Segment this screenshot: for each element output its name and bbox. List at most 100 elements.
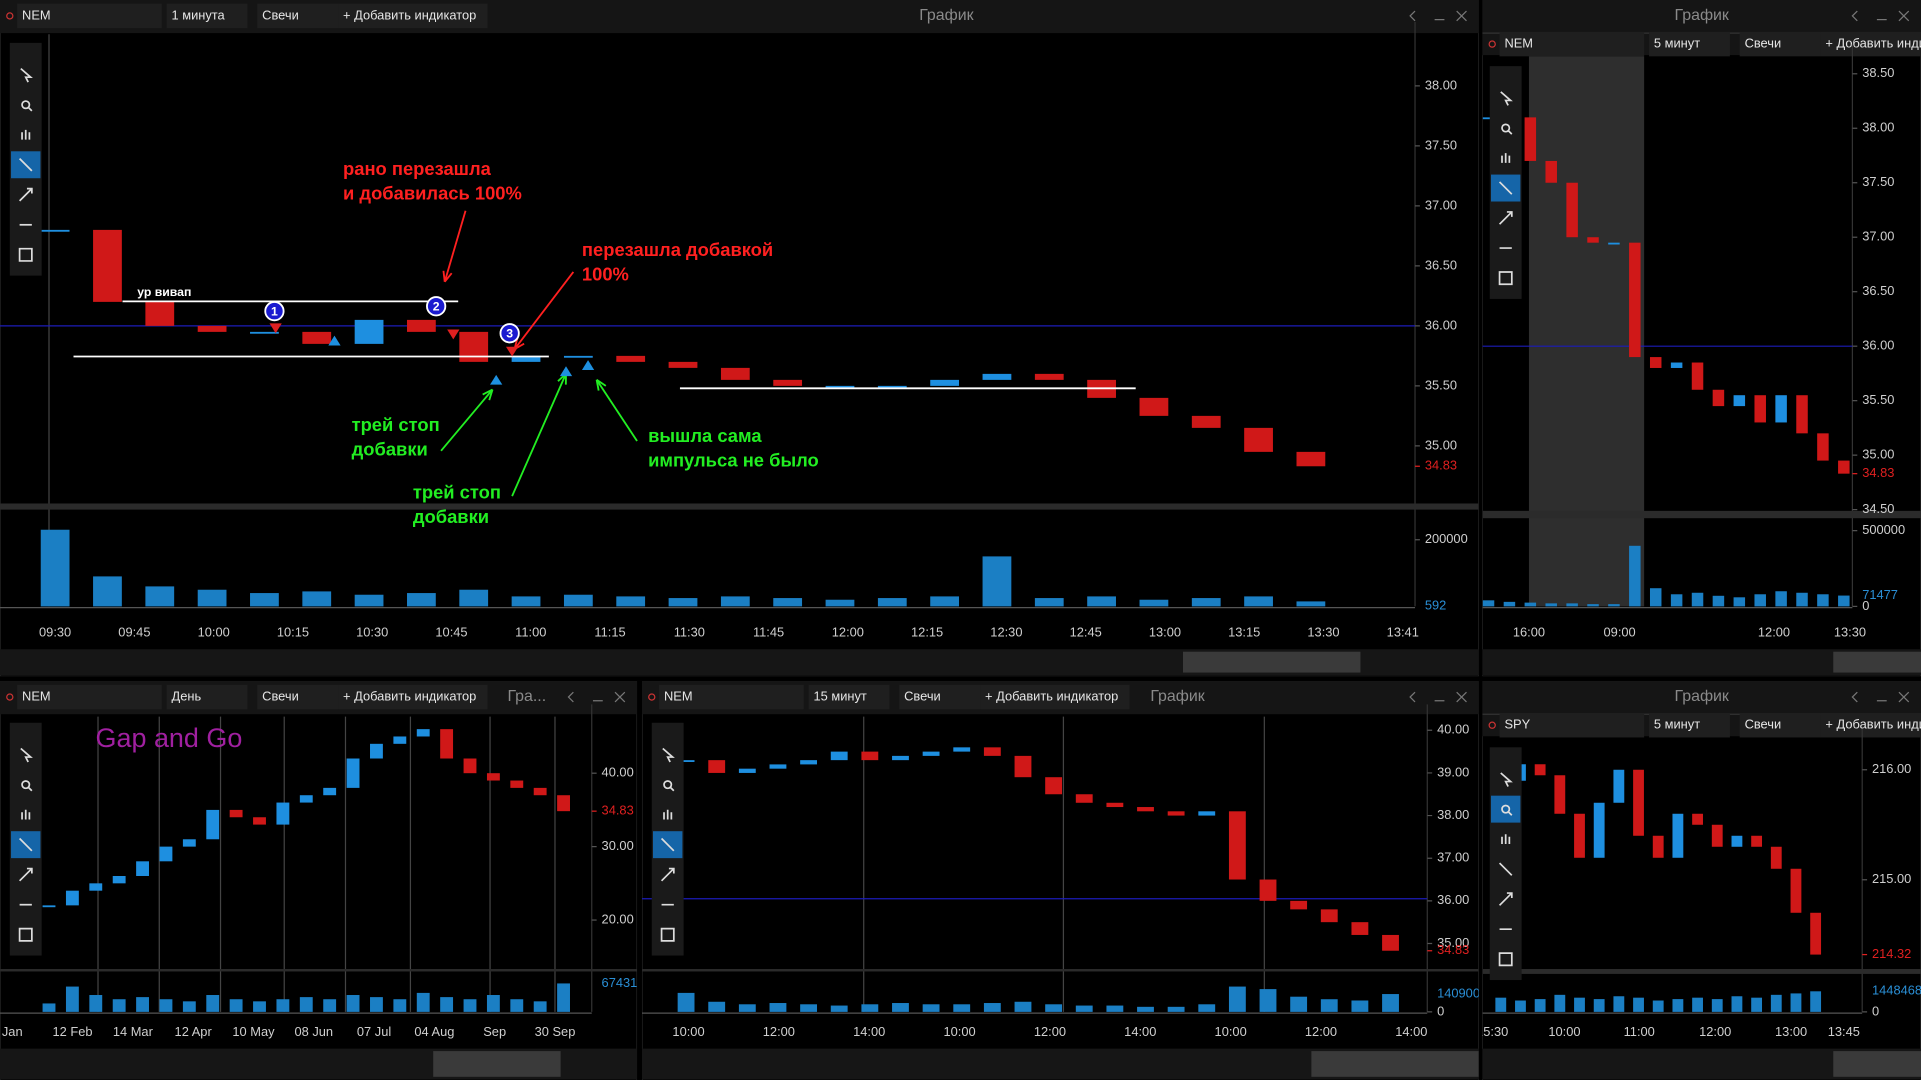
tool-icon[interactable]	[1498, 271, 1513, 286]
tool-active[interactable]	[1490, 795, 1521, 823]
candle	[89, 883, 103, 891]
tool-icon[interactable]	[18, 867, 33, 882]
tool-icon[interactable]	[1498, 181, 1513, 195]
annotation: импульса не было	[648, 450, 819, 471]
tool-icon[interactable]	[660, 867, 675, 882]
add-indicator[interactable]: + Добавить индикатор	[985, 688, 1118, 703]
panel-bg	[1482, 681, 1921, 1080]
timeframe[interactable]: 5 минут	[1654, 717, 1700, 732]
scroll-thumb[interactable]	[433, 1051, 561, 1077]
tool-icon[interactable]	[1498, 892, 1513, 906]
dropdown[interactable]	[1649, 712, 1730, 738]
volume-bar	[1167, 1006, 1185, 1012]
close-button[interactable]	[1456, 10, 1467, 22]
chart-type[interactable]: Свечи	[262, 688, 299, 703]
tool-icon[interactable]	[660, 837, 675, 852]
dropdown[interactable]	[808, 684, 890, 710]
chart-type[interactable]: Свечи	[904, 688, 941, 703]
candle	[616, 355, 646, 362]
tool-icon[interactable]	[18, 158, 33, 172]
chart-type[interactable]: Свечи	[1745, 717, 1782, 732]
dropdown[interactable]	[1820, 712, 1921, 738]
symbol[interactable]: NEM	[1504, 35, 1533, 50]
back-button[interactable]	[1851, 691, 1858, 703]
dropdown[interactable]	[1649, 31, 1730, 57]
chart-type[interactable]: Свечи	[262, 7, 299, 22]
chart-type[interactable]: Свечи	[1745, 35, 1782, 50]
tool-icon[interactable]	[1498, 952, 1513, 967]
tool-icon[interactable]	[660, 927, 675, 942]
close-button[interactable]	[1898, 10, 1910, 22]
scroll-thumb[interactable]	[1182, 651, 1361, 673]
dropdown[interactable]	[659, 684, 804, 710]
dropdown[interactable]	[166, 3, 248, 29]
close-button[interactable]	[1456, 691, 1467, 703]
dropdown[interactable]	[17, 3, 162, 29]
tool-icon[interactable]	[20, 67, 33, 83]
timeframe[interactable]: 15 минут	[813, 688, 866, 703]
dropdown[interactable]	[1499, 31, 1645, 57]
symbol[interactable]: SPY	[1504, 717, 1530, 732]
x-tick-label: 12:00	[1699, 1024, 1731, 1039]
dropdown[interactable]	[899, 684, 981, 710]
x-tick-label: 11:00	[1624, 1024, 1655, 1039]
tool-icon[interactable]	[18, 187, 33, 202]
tool-icon[interactable]	[1501, 834, 1511, 845]
dropdown[interactable]	[1739, 712, 1821, 738]
tool-icon[interactable]	[1500, 772, 1513, 787]
scroll-thumb[interactable]	[1311, 1051, 1479, 1077]
timeframe[interactable]: 5 минут	[1654, 35, 1700, 50]
dropdown[interactable]	[980, 684, 1130, 710]
tool-icon[interactable]	[1501, 123, 1513, 135]
tool-icon[interactable]	[1501, 804, 1513, 816]
volume-bar	[1587, 604, 1599, 607]
back-button[interactable]	[567, 691, 574, 703]
add-indicator[interactable]: + Добавить индикатор	[343, 688, 476, 703]
symbol[interactable]: NEM	[664, 688, 693, 703]
tool-icon[interactable]	[21, 809, 31, 820]
volume-bar	[1670, 594, 1683, 607]
add-indicator[interactable]: + Добавить индикатор	[1825, 35, 1921, 50]
tool-icon[interactable]	[20, 747, 33, 763]
dropdown[interactable]	[1739, 31, 1821, 57]
tool-icon[interactable]	[663, 780, 675, 792]
close-button[interactable]	[1898, 691, 1910, 703]
tool-icon[interactable]	[21, 129, 31, 140]
tool-icon[interactable]	[21, 780, 33, 792]
tool-icon[interactable]	[18, 927, 33, 942]
dropdown[interactable]	[17, 684, 162, 710]
timeframe[interactable]: 1 минута	[172, 7, 226, 22]
tool-icon[interactable]	[21, 100, 33, 112]
volume-bar	[1751, 997, 1763, 1012]
dropdown[interactable]	[257, 684, 339, 710]
tool-icon[interactable]	[1498, 211, 1513, 225]
tool-icon[interactable]	[1501, 153, 1511, 163]
timeframe[interactable]: День	[172, 688, 202, 703]
tool-icon[interactable]	[663, 809, 673, 820]
tool-icon[interactable]	[18, 247, 33, 262]
dropdown[interactable]	[1499, 712, 1645, 738]
dropdown[interactable]	[257, 3, 339, 29]
back-button[interactable]	[1851, 10, 1858, 22]
add-indicator[interactable]: + Добавить индикатор	[343, 7, 476, 22]
add-indicator[interactable]: + Добавить индикатор	[1825, 717, 1921, 732]
scroll-thumb[interactable]	[1833, 1051, 1921, 1077]
dropdown[interactable]	[338, 684, 488, 710]
candle	[182, 839, 196, 847]
tool-icon[interactable]	[1498, 862, 1513, 876]
tool-icon[interactable]	[662, 747, 675, 763]
dropdown[interactable]	[338, 3, 488, 29]
symbol[interactable]: NEM	[22, 688, 51, 703]
candle	[1692, 813, 1703, 825]
dropdown[interactable]	[1820, 31, 1921, 57]
tool-icon[interactable]	[18, 837, 33, 852]
symbol[interactable]: NEM	[22, 7, 51, 22]
candle	[1712, 389, 1725, 407]
tool-icon[interactable]	[1500, 91, 1513, 106]
back-button[interactable]	[1409, 10, 1416, 22]
back-button[interactable]	[1409, 691, 1416, 703]
scroll-thumb[interactable]	[1833, 651, 1921, 673]
y-tick-label: 216.00	[1872, 761, 1911, 776]
dropdown[interactable]	[166, 684, 248, 710]
close-button[interactable]	[614, 691, 626, 703]
